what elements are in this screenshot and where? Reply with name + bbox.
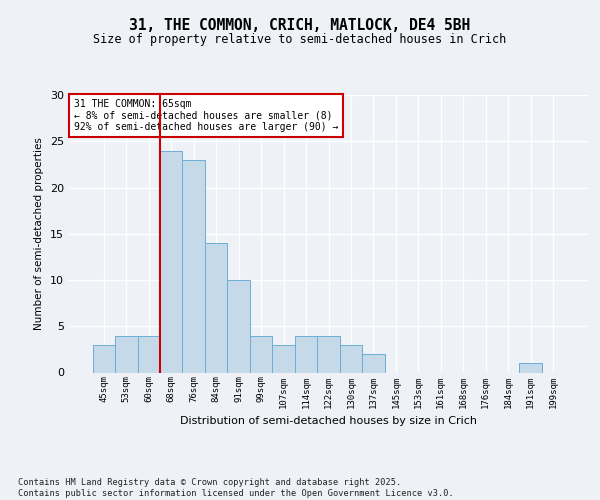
Bar	[272, 345, 295, 372]
Text: Size of property relative to semi-detached houses in Crich: Size of property relative to semi-detach…	[94, 32, 506, 46]
Bar	[295, 336, 317, 372]
Bar	[250, 336, 272, 372]
X-axis label: Distribution of semi-detached houses by size in Crich: Distribution of semi-detached houses by …	[180, 416, 477, 426]
Text: Contains HM Land Registry data © Crown copyright and database right 2025.
Contai: Contains HM Land Registry data © Crown c…	[18, 478, 454, 498]
Bar	[362, 354, 385, 372]
Y-axis label: Number of semi-detached properties: Number of semi-detached properties	[34, 138, 44, 330]
Text: 31, THE COMMON, CRICH, MATLOCK, DE4 5BH: 31, THE COMMON, CRICH, MATLOCK, DE4 5BH	[130, 18, 470, 32]
Bar	[115, 336, 137, 372]
Bar	[317, 336, 340, 372]
Bar	[137, 336, 160, 372]
Bar	[205, 243, 227, 372]
Bar	[340, 345, 362, 372]
Bar	[92, 345, 115, 372]
Bar	[520, 363, 542, 372]
Bar	[160, 150, 182, 372]
Bar	[227, 280, 250, 372]
Text: 31 THE COMMON: 65sqm
← 8% of semi-detached houses are smaller (8)
92% of semi-de: 31 THE COMMON: 65sqm ← 8% of semi-detach…	[74, 99, 338, 132]
Bar	[182, 160, 205, 372]
